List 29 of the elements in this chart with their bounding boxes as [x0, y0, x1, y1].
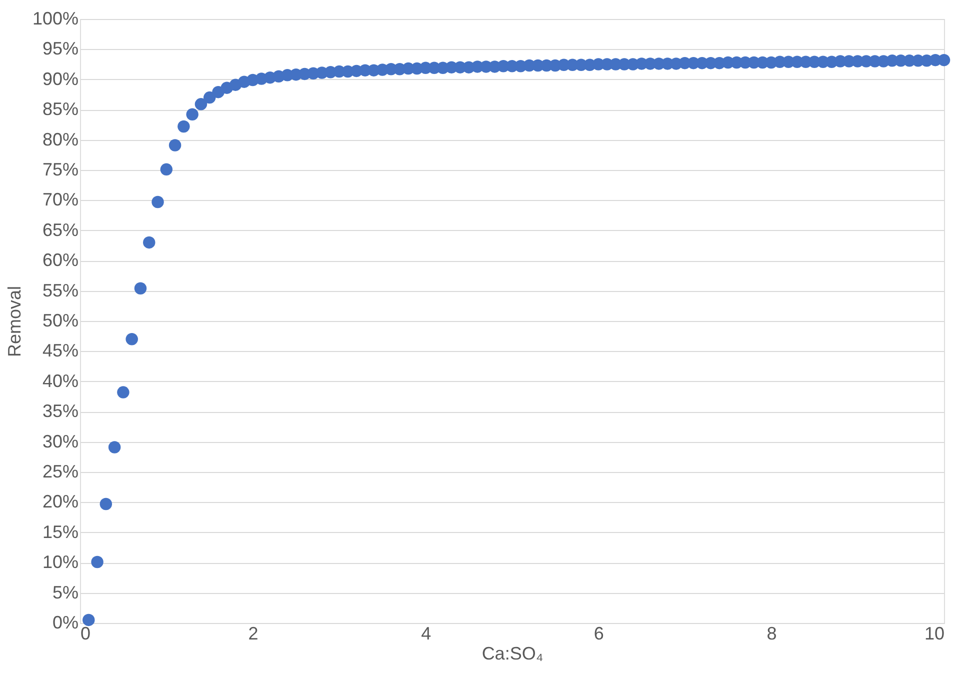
- y-tick-label: 0%: [52, 612, 78, 632]
- y-tick-label: 75%: [42, 160, 78, 180]
- y-tick-label: 50%: [42, 310, 78, 330]
- y-tick-label: 30%: [42, 431, 78, 452]
- y-axis-title: Removal: [4, 286, 24, 358]
- y-tick-label: 65%: [42, 220, 78, 240]
- x-tick-label: 8: [766, 624, 777, 644]
- y-tick-label: 100%: [32, 8, 78, 28]
- y-tick-label: 10%: [42, 552, 78, 572]
- y-tick-label: 80%: [42, 129, 78, 150]
- x-tick-label: 4: [421, 624, 432, 644]
- y-tick-label: 70%: [42, 190, 78, 210]
- y-tick-label: 85%: [42, 99, 78, 120]
- y-tick-label: 95%: [42, 38, 78, 59]
- y-tick-label: 45%: [42, 340, 78, 361]
- y-tick-label: 25%: [42, 462, 78, 482]
- y-tick-label: 35%: [42, 401, 78, 422]
- y-tick-label: 55%: [42, 280, 78, 300]
- y-tick-label: 20%: [42, 492, 78, 512]
- y-tick-label: 60%: [42, 250, 78, 270]
- y-tick-label: 5%: [52, 582, 78, 602]
- x-tick-label: 0: [80, 624, 91, 644]
- x-axis-title: Ca:SO₄: [482, 644, 544, 664]
- x-tick-label: 2: [248, 624, 258, 644]
- y-tick-label: 90%: [42, 68, 78, 89]
- y-tick-label: 15%: [42, 522, 78, 542]
- y-tick-label: 40%: [42, 370, 78, 391]
- x-tick-label: 10: [924, 624, 944, 644]
- x-tick-label: 6: [594, 624, 604, 644]
